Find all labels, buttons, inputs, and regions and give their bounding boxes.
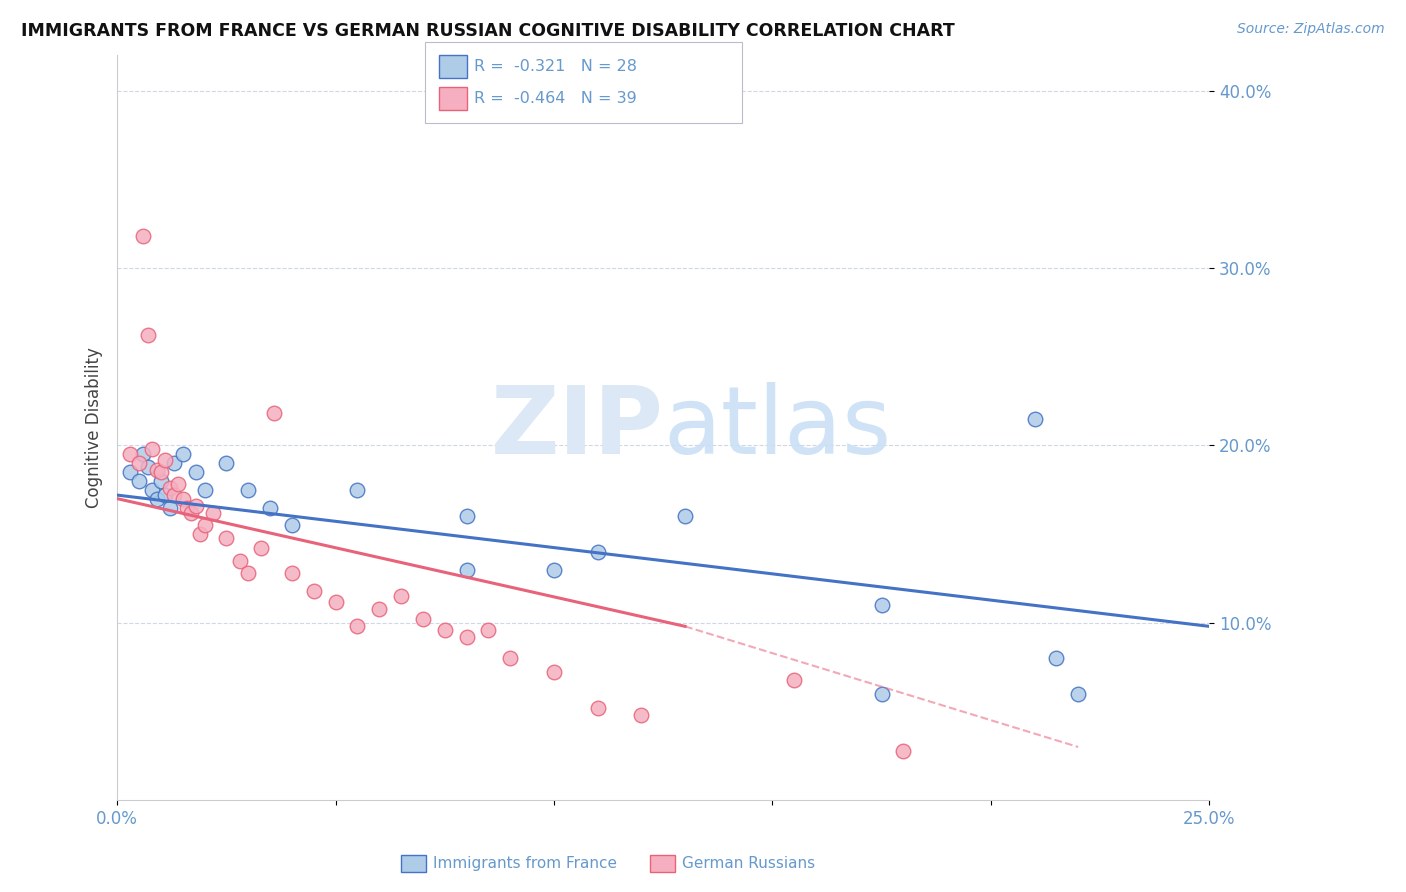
Point xyxy=(193,483,215,497)
Point xyxy=(250,541,273,556)
Point xyxy=(543,563,565,577)
Point xyxy=(783,673,806,687)
Y-axis label: Cognitive Disability: Cognitive Disability xyxy=(86,347,103,508)
Point xyxy=(172,447,194,461)
Point xyxy=(128,474,150,488)
Point xyxy=(368,601,391,615)
Point xyxy=(141,483,163,497)
Text: IMMIGRANTS FROM FRANCE VS GERMAN RUSSIAN COGNITIVE DISABILITY CORRELATION CHART: IMMIGRANTS FROM FRANCE VS GERMAN RUSSIAN… xyxy=(21,22,955,40)
Point xyxy=(238,483,260,497)
Point xyxy=(281,566,304,581)
Point xyxy=(893,743,915,757)
Point xyxy=(433,623,456,637)
Point xyxy=(202,506,225,520)
Point xyxy=(132,229,155,244)
Point xyxy=(128,456,150,470)
Point xyxy=(184,465,207,479)
Point xyxy=(180,506,202,520)
Point xyxy=(325,594,347,608)
Text: German Russians: German Russians xyxy=(682,856,815,871)
Point xyxy=(155,452,177,467)
Point xyxy=(136,328,159,343)
Point xyxy=(302,583,325,598)
Point xyxy=(456,509,478,524)
Point xyxy=(238,566,260,581)
Text: atlas: atlas xyxy=(664,382,891,474)
Text: R =  -0.464   N = 39: R = -0.464 N = 39 xyxy=(474,91,637,105)
Point xyxy=(263,407,285,421)
Point xyxy=(159,481,181,495)
Point xyxy=(215,456,238,470)
Point xyxy=(136,459,159,474)
Point xyxy=(543,665,565,680)
Point xyxy=(120,465,142,479)
Point xyxy=(586,545,609,559)
Point xyxy=(141,442,163,456)
Point xyxy=(499,651,522,665)
Point xyxy=(673,509,696,524)
Point xyxy=(456,563,478,577)
Text: ZIP: ZIP xyxy=(491,382,664,474)
Text: Source: ZipAtlas.com: Source: ZipAtlas.com xyxy=(1237,22,1385,37)
Point xyxy=(870,598,893,612)
Text: R =  -0.321   N = 28: R = -0.321 N = 28 xyxy=(474,59,637,73)
Point xyxy=(215,531,238,545)
Point xyxy=(167,477,190,491)
Point xyxy=(477,623,499,637)
Point xyxy=(389,589,412,603)
Point xyxy=(145,463,167,477)
Point xyxy=(176,500,198,515)
Point xyxy=(163,456,186,470)
Point xyxy=(120,447,142,461)
Point xyxy=(145,491,167,506)
Point xyxy=(346,483,368,497)
Point xyxy=(412,612,434,626)
Point xyxy=(149,465,172,479)
Point xyxy=(1067,687,1090,701)
Point xyxy=(281,518,304,533)
Point xyxy=(1024,412,1046,426)
Point xyxy=(184,499,207,513)
Point xyxy=(346,619,368,633)
Point xyxy=(259,500,281,515)
Point xyxy=(228,554,250,568)
Point xyxy=(1045,651,1067,665)
Point xyxy=(870,687,893,701)
Point xyxy=(159,500,181,515)
Point xyxy=(456,630,478,644)
Point xyxy=(132,447,155,461)
Point xyxy=(172,491,194,506)
Point xyxy=(149,474,172,488)
Point xyxy=(193,518,215,533)
Point xyxy=(163,488,186,502)
Text: Immigrants from France: Immigrants from France xyxy=(433,856,617,871)
Point xyxy=(630,708,652,723)
Point xyxy=(155,488,177,502)
Point xyxy=(188,527,211,541)
Point xyxy=(586,701,609,715)
